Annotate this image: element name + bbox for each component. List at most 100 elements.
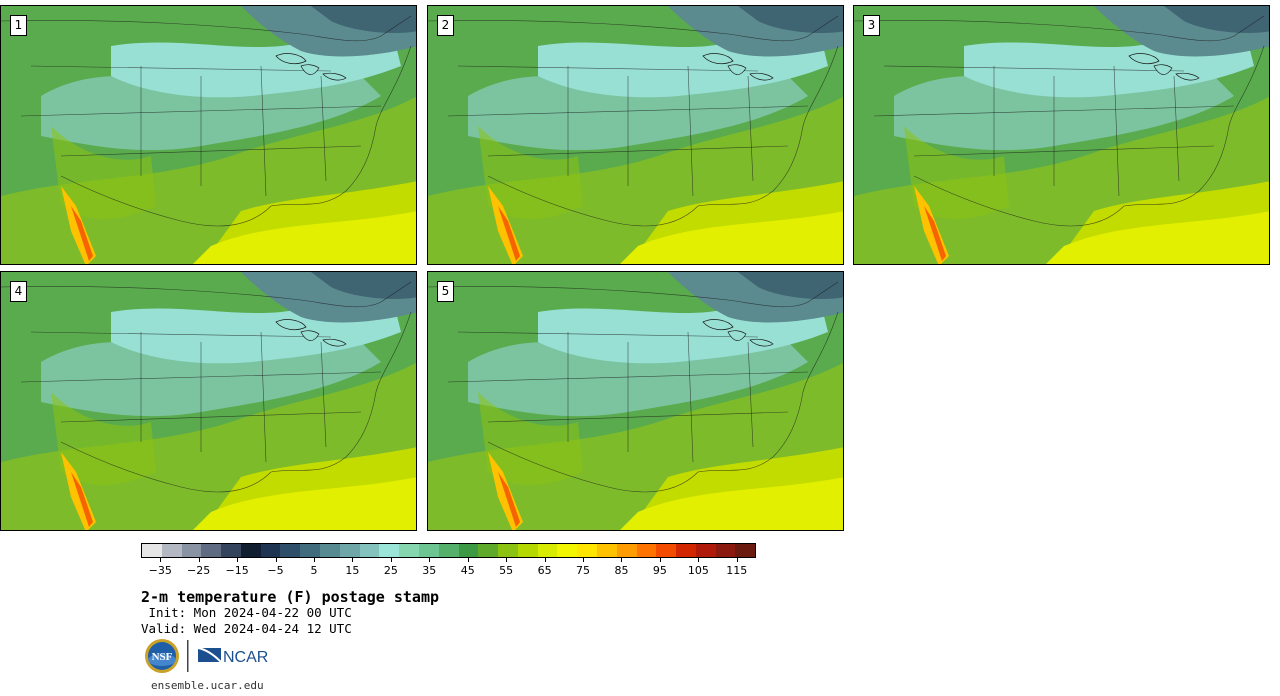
stamp-panel-2: 2 xyxy=(427,5,844,265)
colorbar-tick-label: 35 xyxy=(422,564,437,577)
temperature-map xyxy=(1,272,416,530)
boundary-line xyxy=(1,281,412,308)
boundary-line xyxy=(428,281,839,308)
great-lake xyxy=(322,338,347,347)
colorbar-swatch xyxy=(616,544,637,557)
panel-number-label: 4 xyxy=(10,281,27,302)
colorbar-swatch xyxy=(695,544,716,557)
colorbar-tick-label: 5 xyxy=(310,564,318,577)
boundary-line xyxy=(487,145,789,157)
boundary-line xyxy=(487,311,839,493)
nsf-logo-icon: NSF xyxy=(145,639,179,673)
colorbar-swatch xyxy=(161,544,182,557)
colorbar-tick-label: 85 xyxy=(614,564,629,577)
nsf-ncar-logos: NSF NCAR xyxy=(145,639,268,673)
stamp-panel-4: 4 xyxy=(0,271,417,531)
boundary-line xyxy=(487,411,789,423)
ncar-logo-icon: NCAR xyxy=(197,647,268,666)
colorbar-swatch xyxy=(458,544,479,557)
nsf-logo-text: NSF xyxy=(152,651,173,663)
boundary-line xyxy=(260,331,267,463)
great-lake xyxy=(1128,53,1160,65)
stamp-panel-1: 1 xyxy=(0,5,417,265)
boundary-line xyxy=(913,45,1265,227)
colorbar-swatch xyxy=(636,544,657,557)
great-lake xyxy=(300,330,320,341)
valid-time: Valid: Wed 2024-04-24 12 UTC xyxy=(141,621,352,636)
ncar-logo-text: NCAR xyxy=(223,649,268,666)
boundary-line xyxy=(60,311,412,493)
boundary-line xyxy=(873,105,1235,117)
stamp-panel-5: 5 xyxy=(427,271,844,531)
colorbar-tick-label: 45 xyxy=(460,564,475,577)
boundary-line xyxy=(447,105,809,117)
figure-title: 2-m temperature (F) postage stamp xyxy=(141,588,440,606)
boundary-line xyxy=(1113,65,1120,197)
colorbar-tick xyxy=(659,558,661,562)
great-lake xyxy=(727,330,747,341)
colorbar-swatch xyxy=(300,544,321,557)
colorbar-tick xyxy=(544,558,546,562)
boundary-line xyxy=(60,45,412,227)
colorbar-swatch xyxy=(339,544,360,557)
great-lake xyxy=(749,72,774,81)
colorbar-swatch xyxy=(735,544,756,557)
boundary-line xyxy=(30,331,332,338)
colorbar-swatch xyxy=(181,544,202,557)
temperature-map xyxy=(1,6,416,264)
temperature-map xyxy=(854,6,1269,264)
boundary-line xyxy=(687,331,694,463)
boundary-line xyxy=(913,145,1215,157)
colorbar-tick xyxy=(621,558,623,562)
website-url: ensemble.ucar.edu xyxy=(151,679,264,692)
colorbar-tick xyxy=(583,558,585,562)
boundary-line xyxy=(487,45,839,227)
boundary-line xyxy=(447,371,809,383)
great-lake xyxy=(275,319,307,331)
init-time: Init: Mon 2024-04-22 00 UTC xyxy=(141,605,352,620)
great-lake xyxy=(702,53,734,65)
colorbar-swatch xyxy=(715,544,736,557)
colorbar-swatch xyxy=(379,544,400,557)
boundary-line xyxy=(457,331,759,338)
colorbar-tick-label: 65 xyxy=(537,564,552,577)
boundary-line xyxy=(20,105,382,117)
colorbar-swatch xyxy=(221,544,241,557)
boundary-line xyxy=(428,15,839,42)
colorbar-swatch xyxy=(537,544,558,557)
colorbar-tick-label: 15 xyxy=(345,564,360,577)
panel-number-label: 5 xyxy=(437,281,454,302)
boundary-line xyxy=(1173,75,1180,182)
boundary-line xyxy=(457,65,759,72)
colorbar-tick xyxy=(313,558,315,562)
boundary-line xyxy=(30,65,332,72)
colorbar-swatch xyxy=(280,544,301,557)
colorbar-ticks: −35 −25 −15 −5 5 15 25 35 45 55 65 75 85 95 105 115 xyxy=(141,558,756,580)
colorbar-swatch xyxy=(418,544,439,557)
colorbar-tick-label: 75 xyxy=(576,564,591,577)
colorbar-tick-label: 95 xyxy=(652,564,667,577)
temperature-map xyxy=(428,272,843,530)
colorbar-swatch xyxy=(596,544,617,557)
colorbar-tick xyxy=(467,558,469,562)
colorbar-swatch xyxy=(498,544,518,557)
colorbar-swatch xyxy=(320,544,340,557)
great-lake xyxy=(727,64,747,75)
colorbar-swatch xyxy=(260,544,281,557)
boundary-line xyxy=(1,15,412,42)
logo-divider xyxy=(187,640,189,672)
boundary-line xyxy=(883,65,1185,72)
great-lake xyxy=(300,64,320,75)
colorbar-tick xyxy=(429,558,431,562)
great-lake xyxy=(275,53,307,65)
colorbar-tick-label: 115 xyxy=(726,564,748,577)
boundary-line xyxy=(320,75,327,182)
boundary-line xyxy=(320,341,327,448)
colorbar-tick-label: 105 xyxy=(687,564,709,577)
colorbar-swatch xyxy=(517,544,538,557)
colorbar-swatch xyxy=(142,544,162,557)
colorbar-tick-label: −35 xyxy=(148,564,172,577)
boundary-line xyxy=(747,75,754,182)
colorbar-swatch xyxy=(240,544,261,557)
panel-number-label: 3 xyxy=(863,15,880,36)
